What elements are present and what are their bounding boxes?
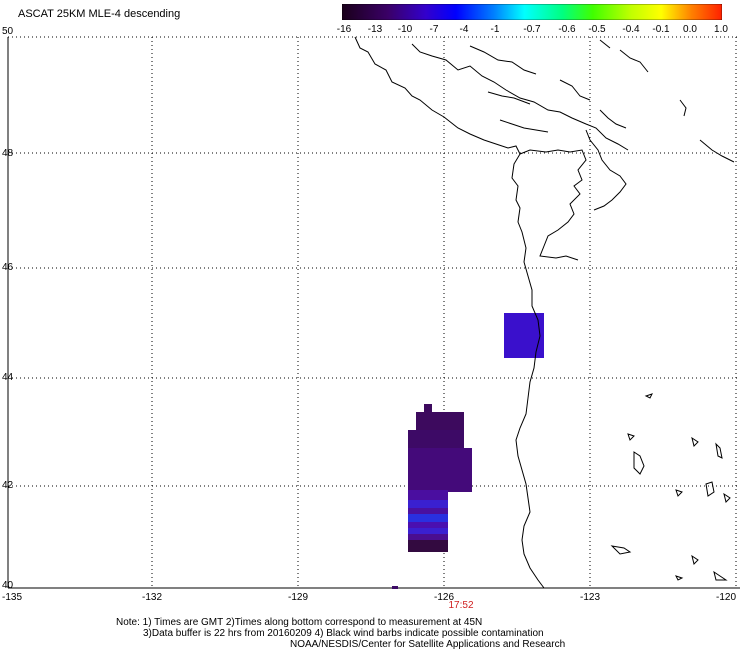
lon-label: -129 xyxy=(287,592,309,603)
colorbar xyxy=(342,4,722,20)
footnote-credit: NOAA/NESDIS/Center for Satellite Applica… xyxy=(290,639,566,650)
colorbar-label: -13 xyxy=(367,24,383,35)
map-title: ASCAT 25KM MLE-4 descending xyxy=(18,8,181,20)
colorbar-label: -1 xyxy=(490,24,500,35)
lon-label: -126 xyxy=(433,592,455,603)
lat-label: 42 xyxy=(2,480,14,491)
colorbar-label: -0.1 xyxy=(652,24,670,35)
lon-label: -120 xyxy=(715,592,737,603)
measurement-time-label: 17:52 xyxy=(448,600,474,611)
colorbar-label: -0.7 xyxy=(523,24,541,35)
colorbar-label: -7 xyxy=(429,24,439,35)
lat-label: 44 xyxy=(2,372,14,383)
colorbar-label: 1.0 xyxy=(714,24,728,35)
colorbar-label: -0.6 xyxy=(558,24,576,35)
colorbar-label: -10 xyxy=(397,24,413,35)
graticule xyxy=(8,36,740,588)
colorbar-label: 0.0 xyxy=(683,24,697,35)
inland-lakes xyxy=(610,393,731,581)
coastline xyxy=(354,36,735,589)
colorbar-label: -16 xyxy=(336,24,352,35)
lat-label: 40 xyxy=(2,580,14,591)
footnote-line-1: Note: 1) Times are GMT 2)Times along bot… xyxy=(116,617,483,628)
colorbar-labels: -16 -13 -10 -7 -4 -1 -0.7 -0.6 -0.5 -0.4… xyxy=(330,24,740,38)
lat-label: 50 xyxy=(2,26,14,37)
footnote-line-2: 3)Data buffer is 22 hrs from 20160209 4)… xyxy=(143,628,544,639)
data-swath-south xyxy=(408,404,472,552)
lat-label: 48 xyxy=(2,148,14,159)
data-pixel xyxy=(392,586,398,589)
lon-label: -132 xyxy=(141,592,163,603)
lon-label: -123 xyxy=(579,592,601,603)
lon-label: -135 xyxy=(1,592,23,603)
colorbar-label: -4 xyxy=(459,24,469,35)
lat-label: 46 xyxy=(2,262,14,273)
colorbar-label: -0.4 xyxy=(622,24,640,35)
colorbar-label: -0.5 xyxy=(588,24,606,35)
data-swath-north xyxy=(504,313,544,358)
